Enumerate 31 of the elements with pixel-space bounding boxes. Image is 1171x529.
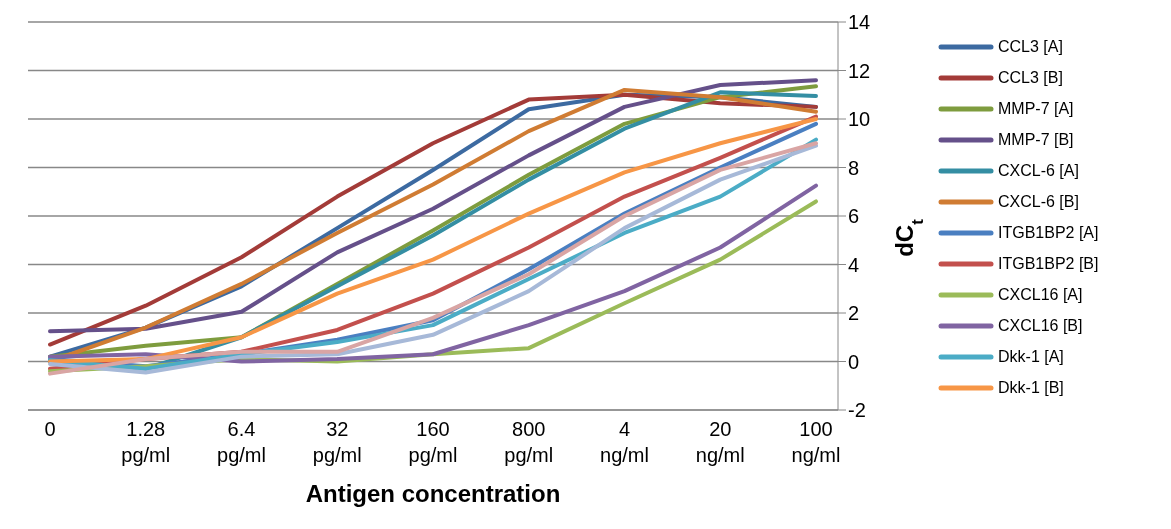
legend-label: Dkk-1 [A] xyxy=(998,348,1064,366)
x-tick-label: 32 pg/ml xyxy=(312,418,362,466)
y-tick-label: 10 xyxy=(848,108,871,131)
x-tick-label: 4 ng/ml xyxy=(600,418,649,466)
legend-label: ITGB1BP2 [B] xyxy=(998,255,1099,273)
x-tick-label: 160 pg/ml xyxy=(408,418,458,466)
legend-label: ITGB1BP2 [A] xyxy=(998,224,1099,242)
legend-label: Dkk-1 [B] xyxy=(998,379,1064,397)
legend-label: CCL3 [B] xyxy=(998,69,1063,87)
y-tick-label: -2 xyxy=(848,399,866,422)
legend-label: CXCL16 [B] xyxy=(998,317,1083,335)
y-tick-label: 4 xyxy=(848,253,860,276)
legend-label: CXCL-6 [A] xyxy=(998,162,1079,180)
y-tick-label: 2 xyxy=(848,302,860,325)
y-tick-label: 6 xyxy=(848,205,860,228)
legend-label: MMP-7 [B] xyxy=(998,131,1074,149)
legend-label: CXCL16 [A] xyxy=(998,286,1083,304)
y-tick-label: 0 xyxy=(848,350,860,373)
legend-label: CXCL-6 [B] xyxy=(998,193,1079,211)
y-tick-label: 14 xyxy=(848,11,871,34)
legend-label: MMP-7 [A] xyxy=(998,100,1074,118)
x-tick-label: 1.28 pg/ml xyxy=(121,418,171,466)
x-tick-label: 800 pg/ml xyxy=(504,418,554,466)
y-tick-label: 8 xyxy=(848,156,860,179)
legend-label: CCL3 [A] xyxy=(998,38,1063,56)
x-tick-label: 0 xyxy=(44,418,56,440)
x-tick-label: 20 ng/ml xyxy=(695,418,745,466)
x-tick-label: 6.4 pg/ml xyxy=(217,418,266,466)
y-tick-label: 12 xyxy=(848,59,871,82)
x-axis-title: Antigen concentration xyxy=(305,480,561,507)
x-tick-label: 100 ng/ml xyxy=(791,418,841,466)
